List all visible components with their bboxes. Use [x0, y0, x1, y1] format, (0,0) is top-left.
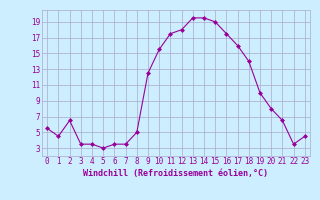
- X-axis label: Windchill (Refroidissement éolien,°C): Windchill (Refroidissement éolien,°C): [84, 169, 268, 178]
